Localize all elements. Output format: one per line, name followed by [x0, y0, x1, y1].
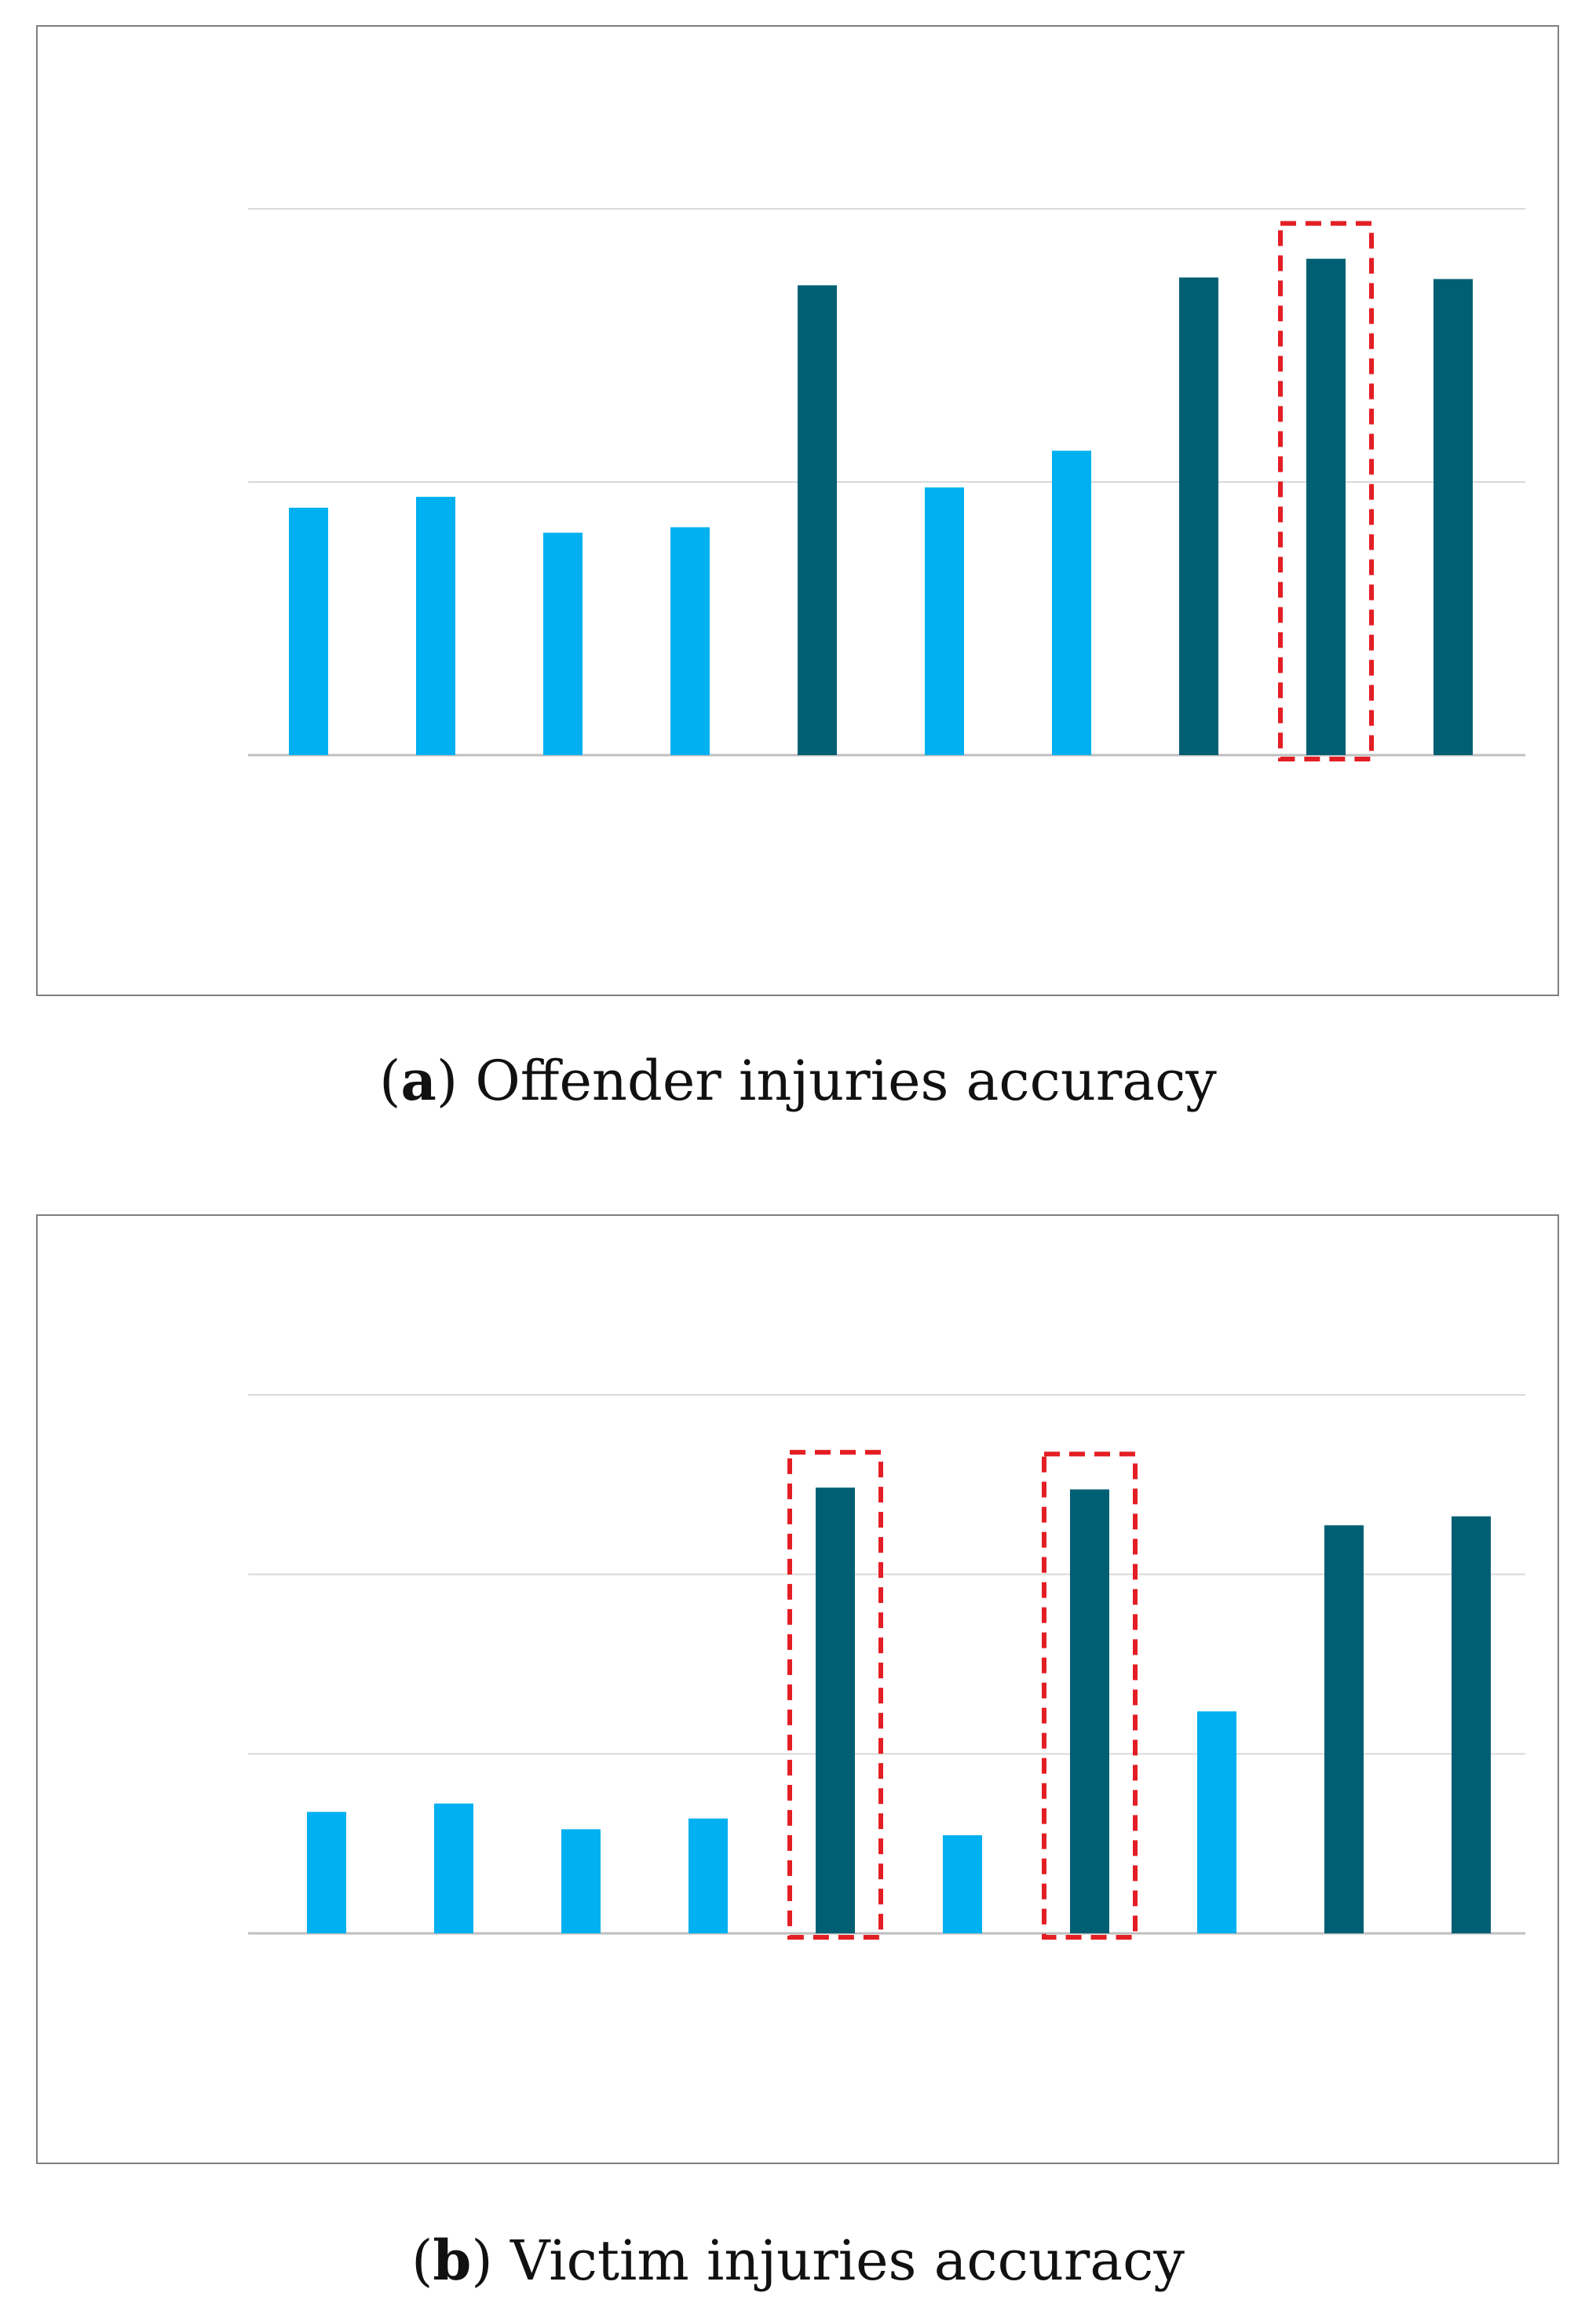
caption-b-letter: b [433, 2228, 472, 2293]
caption-a-text: Offender injuries accuracy [475, 1049, 1217, 1113]
chart-a-bar [289, 507, 328, 755]
chart-b-highlight-box [787, 1450, 883, 1940]
chart-a-bar [1179, 277, 1218, 755]
chart-b-bar [1197, 1711, 1236, 1933]
chart-b-bar [943, 1834, 982, 1933]
chart-b-bar [561, 1829, 601, 1933]
chart-b [248, 1394, 1525, 1940]
chart-b-bar [1324, 1525, 1364, 1933]
chart-a-bar [416, 496, 455, 755]
chart-a-highlight-box [1278, 221, 1374, 762]
chart-a-bar [1433, 279, 1473, 755]
chart-b-bar [688, 1818, 728, 1933]
chart-b-highlight-box [1042, 1451, 1138, 1940]
chart-a-bar [670, 527, 710, 755]
chart-a-bar [798, 285, 837, 755]
chart-b-bar [434, 1803, 473, 1933]
caption-a-letter: a [400, 1048, 436, 1113]
caption-b-text: Victim injuries accuracy [509, 2229, 1185, 2293]
chart-a-bar [925, 487, 964, 755]
chart-a [248, 208, 1525, 762]
chart-b-bar [1070, 1489, 1109, 1933]
chart-a-bar [1306, 258, 1346, 755]
chart-b-frame [36, 1214, 1559, 2164]
chart-a-bar [543, 532, 583, 755]
chart-b-bar [307, 1812, 346, 1933]
chart-b-bar [1452, 1516, 1491, 1933]
chart-a-bar [1052, 451, 1091, 755]
caption-a: (a) Offender injuries accuracy [379, 1048, 1217, 1113]
chart-b-bar [816, 1488, 855, 1933]
chart-a-frame [36, 25, 1559, 996]
caption-b: (b) Victim injuries accuracy [411, 2228, 1185, 2293]
